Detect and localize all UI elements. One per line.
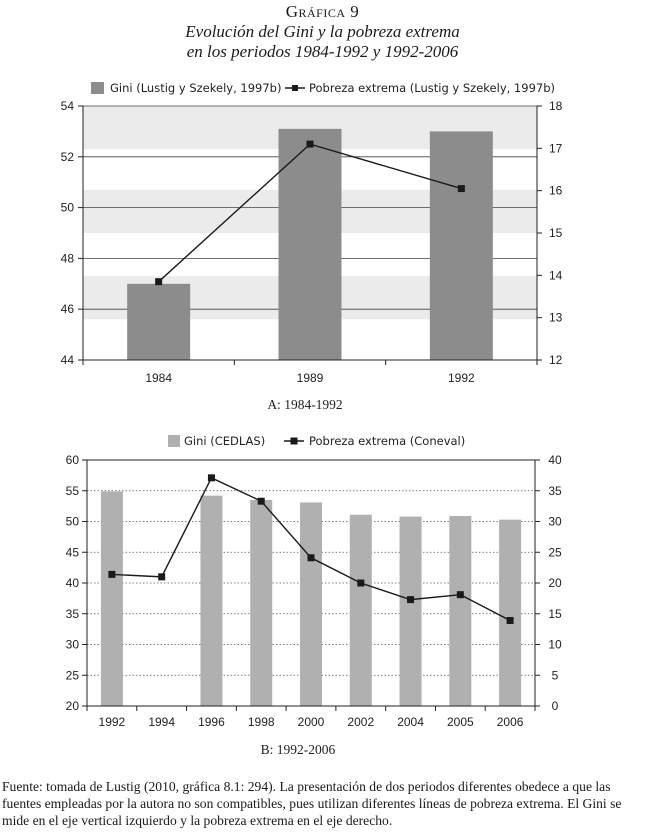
bar-gini-1989 [278,128,342,360]
legend-label-pobreza: Pobreza extrema (Coneval) [309,434,465,448]
y-right-tick-label: 25 [548,545,562,559]
y-left-tick-label: 48 [61,251,75,265]
y-left-tick-label: 25 [66,668,80,682]
chart-a-caption: A: 1984-1992 [267,397,342,412]
y-right-tick-label: 14 [549,268,563,282]
y-left-tick-label: 55 [66,484,80,498]
point-pobreza-2006 [506,617,514,625]
chart-b: 20 25 30 35 40 45 50 55 60 0 5 10 15 20 25 30 35 40 1992 19… [66,434,562,757]
x-tick-label: 2006 [497,715,524,729]
y-right-tick-label: 15 [548,607,562,621]
y-right-tick-label: 15 [549,226,563,240]
y-right-tick-label: 16 [549,184,563,198]
y-left-tick-label: 35 [66,607,80,621]
chart-a: 44 46 48 50 52 54 12 13 14 15 16 17 18 1984 1989 1992 Gi… [61,81,563,412]
y-right-tick-label: 13 [549,311,563,325]
y-left-tick-label: 60 [66,453,80,467]
bar-gini-1992 [429,131,493,360]
y-right-tick-label: 17 [549,141,563,155]
figure-label: Gráfica 9 [285,2,360,21]
point-pobreza-1998 [257,497,265,505]
figure-title-block: Gráfica 9 Evolución del Gini y la pobrez… [0,2,645,62]
legend-label-pobreza: Pobreza extrema (Lustig y Szekely, 1997b… [309,81,555,95]
bar-gini-1996 [200,495,223,706]
legend-label-gini: Gini (Lustig y Szekely, 1997b) [110,81,281,95]
y-left-tick-label: 52 [61,150,75,164]
legend-label-gini: Gini (CEDLAS) [184,434,265,448]
x-tick-label: 1994 [148,715,175,729]
bar-gini-2000 [300,502,322,706]
figure-title-line-1: Evolución del Gini y la pobreza extrema [185,22,460,41]
x-tick-label: 1984 [145,371,172,385]
y-left-tick-label: 54 [61,99,75,113]
bar-gini-2004 [399,516,422,706]
y-left-tick-label: 40 [66,576,80,590]
point-pobreza-1984 [155,278,163,286]
legend-marker-pobreza [292,85,298,91]
bar-gini-2005 [449,515,472,706]
y-right-tick-label: 18 [549,99,563,113]
bar-gini-1984 [127,283,191,360]
y-left-tick-label: 44 [61,353,75,367]
y-right-tick-label: 0 [552,699,559,713]
legend-marker-pobreza [290,437,298,445]
y-right-tick-label: 10 [548,638,562,652]
bar-gini-1998 [250,499,273,706]
y-right-tick-label: 5 [552,668,559,682]
x-tick-label: 2002 [347,715,374,729]
y-left-tick-label: 50 [66,515,80,529]
x-tick-label: 2004 [397,715,424,729]
y-left-tick-label: 50 [61,201,75,215]
bar-gini-2002 [349,514,372,706]
point-pobreza-1992 [108,570,116,578]
x-tick-label: 1989 [297,371,324,385]
point-pobreza-1996 [207,474,215,482]
x-tick-label: 1992 [448,371,475,385]
y-left-tick-label: 46 [61,302,75,316]
y-right-tick-label: 20 [548,576,562,590]
chart-b-caption: B: 1992-2006 [261,742,336,757]
point-pobreza-2002 [357,579,365,587]
point-pobreza-2005 [456,591,464,599]
figure-title-line-2: en los periodos 1984-1992 y 1992-2006 [186,42,459,61]
x-tick-label: 2000 [298,715,325,729]
source-note: Fuente: tomada de Lustig (2010, gráfica … [2,779,622,828]
x-tick-label: 2005 [447,715,474,729]
y-right-tick-label: 12 [549,353,563,367]
bar-gini-1992 [100,491,123,706]
y-left-tick-label: 45 [66,545,80,559]
x-tick-label: 1996 [198,715,225,729]
y-left-tick-label: 30 [66,638,80,652]
y-right-tick-label: 40 [548,453,562,467]
y-right-tick-label: 35 [548,484,562,498]
legend-swatch-gini [91,82,104,94]
bar-gini-2006 [499,519,522,706]
x-tick-label: 1992 [99,715,126,729]
point-pobreza-1992 [457,185,465,193]
y-right-tick-label: 30 [548,515,562,529]
y-left-tick-label: 20 [66,699,80,713]
legend-swatch-gini [168,435,180,447]
point-pobreza-1989 [306,140,314,148]
point-pobreza-1994 [158,573,166,581]
point-pobreza-2004 [407,596,415,604]
x-tick-label: 1998 [248,715,275,729]
point-pobreza-2000 [307,554,315,562]
